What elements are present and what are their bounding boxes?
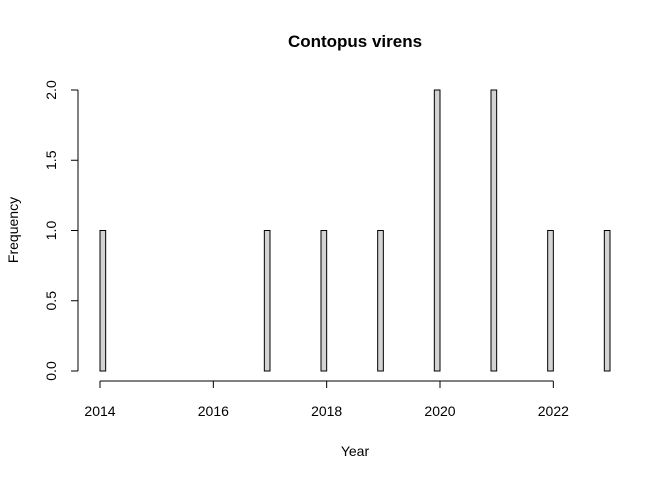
histogram-bar xyxy=(490,89,498,372)
y-tick-label: 2.0 xyxy=(43,80,59,100)
histogram-bar xyxy=(377,230,384,372)
histogram-bar xyxy=(99,230,107,372)
y-tick-label: 0.0 xyxy=(43,361,59,381)
y-axis-label: Frequency xyxy=(5,197,21,263)
histogram-bar xyxy=(263,230,271,372)
histogram-bar xyxy=(320,230,328,372)
chart-title: Contopus virens xyxy=(288,32,422,51)
x-tick-label: 2014 xyxy=(84,403,115,419)
x-tick-label: 2016 xyxy=(198,403,229,419)
bars-group xyxy=(99,89,611,372)
x-tick-label: 2022 xyxy=(538,403,569,419)
histogram-bar xyxy=(433,89,441,372)
x-axis: 2014 2016 2018 2020 2022 xyxy=(84,380,569,419)
histogram-bar xyxy=(547,230,554,372)
histogram-bar xyxy=(603,230,611,372)
y-axis: 0.0 0.5 1.0 1.5 2.0 xyxy=(43,80,79,381)
y-tick-label: 1.0 xyxy=(43,221,59,241)
y-tick-label: 1.5 xyxy=(43,150,59,170)
x-tick-label: 2020 xyxy=(424,403,455,419)
x-tick-label: 2018 xyxy=(311,403,342,419)
y-tick-label: 0.5 xyxy=(43,291,59,311)
x-axis-label: Year xyxy=(341,443,370,459)
